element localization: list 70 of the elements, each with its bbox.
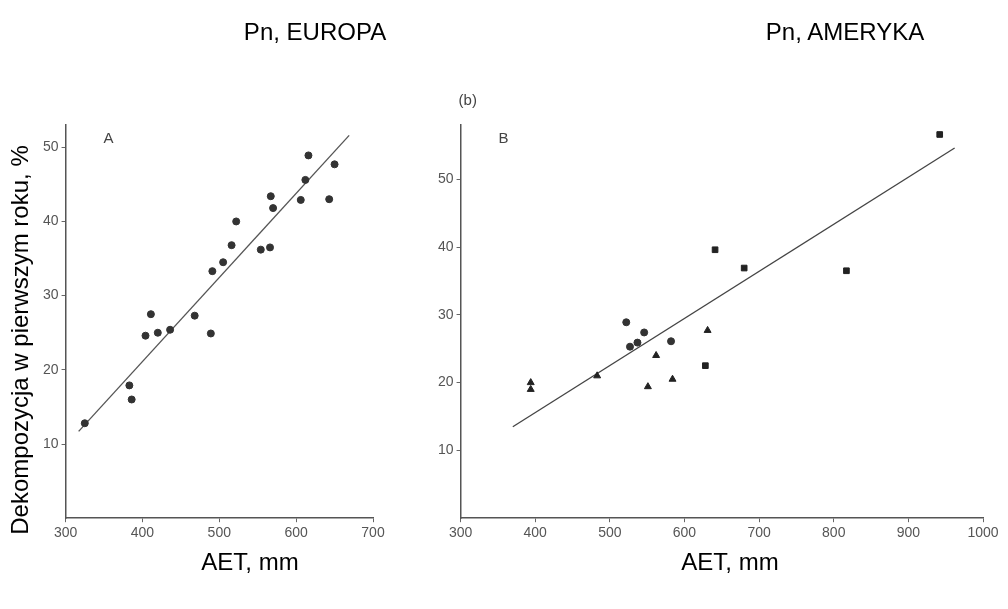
y-tick-label: 40 [42,212,59,229]
point [301,175,310,184]
x-tick-label: 500 [598,524,622,541]
x-tick-label: 500 [207,524,232,541]
y-axis-title: Dekompozycja w pierwszym roku, % [6,145,34,535]
point [633,338,642,347]
y-tick-label: 50 [42,138,59,155]
y-tick-label: 20 [42,360,59,377]
point [296,195,305,204]
y-tick-label: 20 [437,373,454,390]
x-tick-label: 700 [361,524,385,541]
point [330,160,339,169]
point [711,246,719,254]
point [208,267,217,276]
point [667,337,676,346]
x-axis-title: AET, mm [681,548,779,576]
chart-title: Pn, AMERYKA [765,18,925,46]
x-axis-title: AET, mm [201,548,299,576]
point [740,264,748,272]
x-tick-label: 300 [448,524,473,541]
point [153,328,162,337]
point [146,310,155,319]
point [256,245,265,254]
x-tick-label: 900 [896,524,921,541]
point [269,204,278,213]
point [219,258,228,267]
point [125,381,134,390]
point [190,311,199,320]
point [652,351,661,358]
point [232,217,241,226]
point [936,131,944,138]
annotation: B [498,129,509,147]
x-tick-label: 600 [672,524,697,541]
point [643,382,652,390]
x-tick-label: 400 [523,524,548,541]
point [526,384,535,392]
chart-title: Pn, EUROPA [243,18,387,46]
x-tick-label: 400 [130,524,155,541]
point [80,419,89,428]
point [166,325,175,334]
point [622,318,631,327]
y-tick-label: 10 [42,434,59,451]
point [141,331,150,340]
point [702,362,709,369]
y-tick-label: 30 [42,286,59,303]
y-tick-label: 30 [437,305,454,322]
point [703,325,712,333]
annotation: A [103,129,114,147]
y-tick-label: 40 [437,237,454,254]
point [593,371,602,379]
point [526,378,535,386]
y-tick-label: 50 [437,170,454,187]
point [304,151,313,160]
text: (b) [458,91,477,109]
point [266,192,275,201]
point [266,243,275,252]
x-tick-label: 600 [284,524,309,541]
point [668,374,677,382]
point [325,195,334,204]
point [843,267,850,275]
point [227,241,236,250]
x-tick-label: 1000 [967,524,999,541]
x-tick-label: 700 [747,524,771,541]
point [625,342,634,351]
point [640,328,649,337]
y-tick-label: 10 [437,441,454,458]
point [206,329,215,338]
x-tick-label: 800 [822,524,846,541]
point [127,395,136,404]
x-tick-label: 300 [53,524,78,541]
